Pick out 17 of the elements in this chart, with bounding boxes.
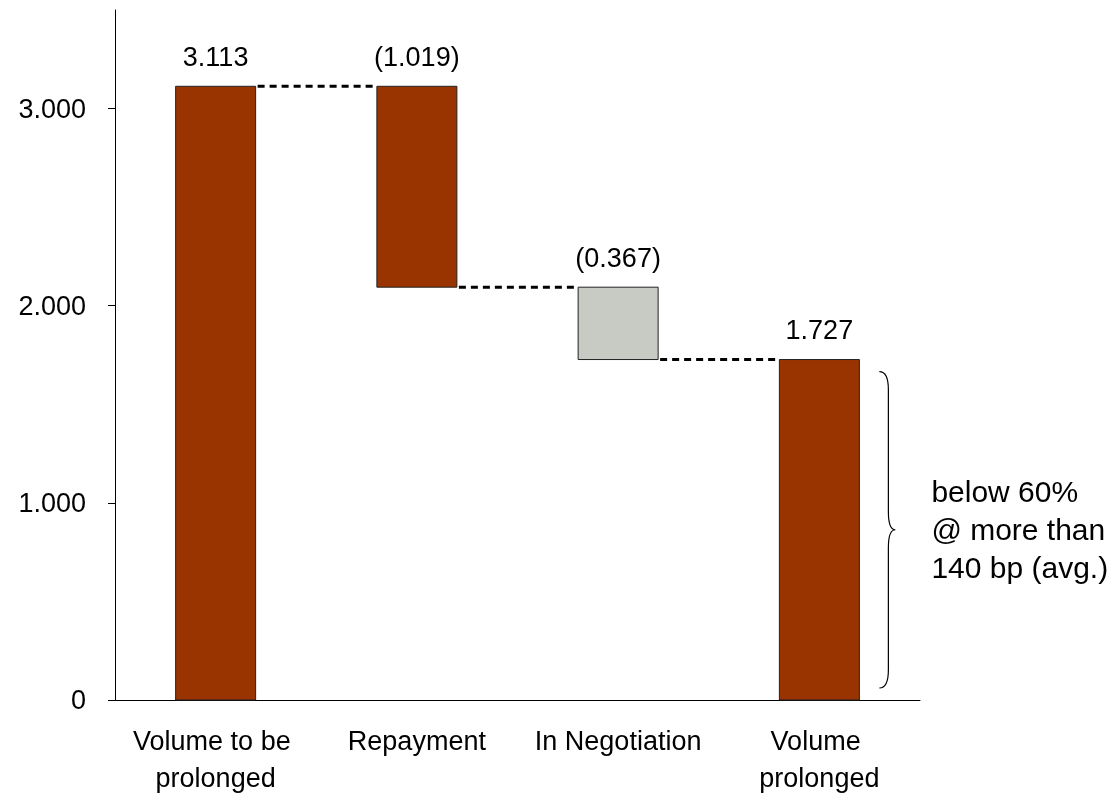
x-tick-label: Repayment [347, 725, 487, 756]
data-label: (1.019) [374, 41, 460, 72]
y-tick-label: 0 [70, 685, 86, 715]
data-label: 1.727 [785, 315, 854, 346]
y-tick-label: 3.000 [18, 93, 86, 124]
bar [778, 359, 860, 701]
x-tick-label: Volume to be prolonged [133, 725, 299, 793]
x-tick-label: Volume prolonged [759, 725, 880, 793]
y-tick-label: 1.000 [18, 487, 86, 518]
bar [376, 85, 458, 288]
data-label: 3.113 [182, 41, 249, 72]
bar [175, 85, 257, 701]
y-tick-label: 2.000 [18, 290, 86, 321]
bar [577, 286, 659, 361]
data-label: (0.367) [575, 242, 661, 273]
x-tick-label: In Negotiation [534, 725, 702, 756]
text: below 60% @ more than 140 bp (avg.) [931, 473, 1109, 586]
